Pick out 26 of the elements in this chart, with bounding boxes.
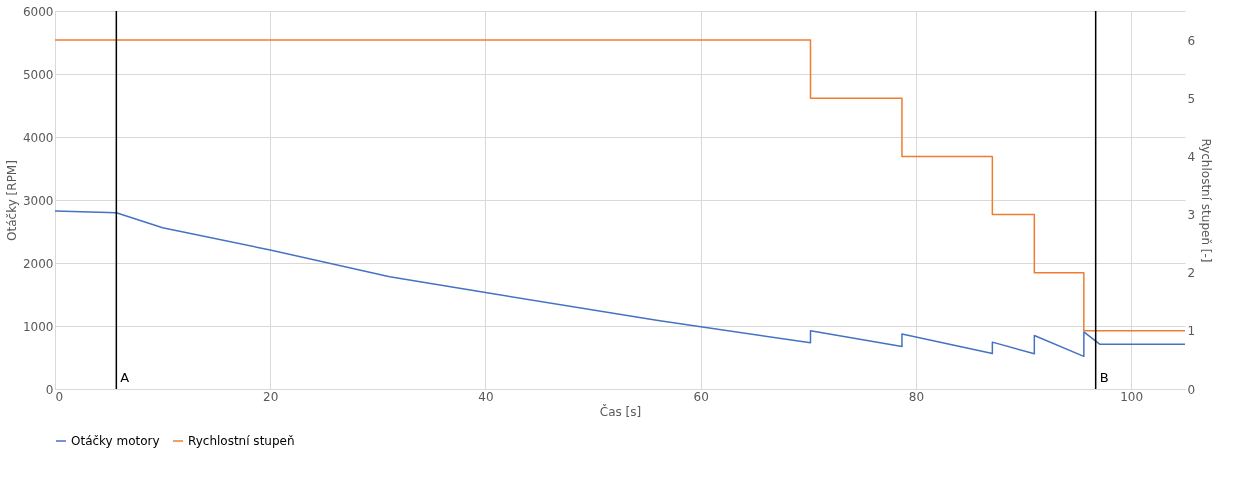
legend-label: Otáčky motory xyxy=(71,434,160,448)
y2-tick-label: 1 xyxy=(1187,324,1196,339)
x-tick-label: 60 xyxy=(693,389,709,404)
y-axis-title: Otáčky [RPM] xyxy=(4,160,19,241)
x-tick-label: 100 xyxy=(1120,389,1144,404)
y-tick-label: 5000 xyxy=(22,67,54,82)
y-tick-label: 4000 xyxy=(22,130,54,145)
ref-line-label: A xyxy=(120,370,130,385)
ref-line-label: B xyxy=(1099,370,1109,385)
x-tick-label: 80 xyxy=(908,389,925,404)
x-axis-title: Čas [s] xyxy=(599,403,642,419)
y2-axis-title: Rychlostní stupeň [-] xyxy=(1199,138,1214,263)
y2-tick-label: 4 xyxy=(1187,149,1196,164)
y2-tick-label: 3 xyxy=(1187,208,1196,223)
x-tick-label: 0 xyxy=(55,389,64,404)
y2-tick-label: 2 xyxy=(1187,266,1196,281)
legend-label: Rychlostní stupeň xyxy=(188,434,295,448)
y-tick-label: 2000 xyxy=(22,256,54,271)
line-series xyxy=(54,210,1186,358)
x-tick-label: 20 xyxy=(263,389,279,404)
y-tick-label: 3000 xyxy=(22,193,54,208)
y2-tick-label: 5 xyxy=(1187,91,1196,106)
y-tick-label: 6000 xyxy=(22,4,54,19)
y-tick-label: 1000 xyxy=(22,319,54,334)
y2-tick-label: 6 xyxy=(1187,33,1196,48)
x-tick-label: 40 xyxy=(478,389,494,404)
